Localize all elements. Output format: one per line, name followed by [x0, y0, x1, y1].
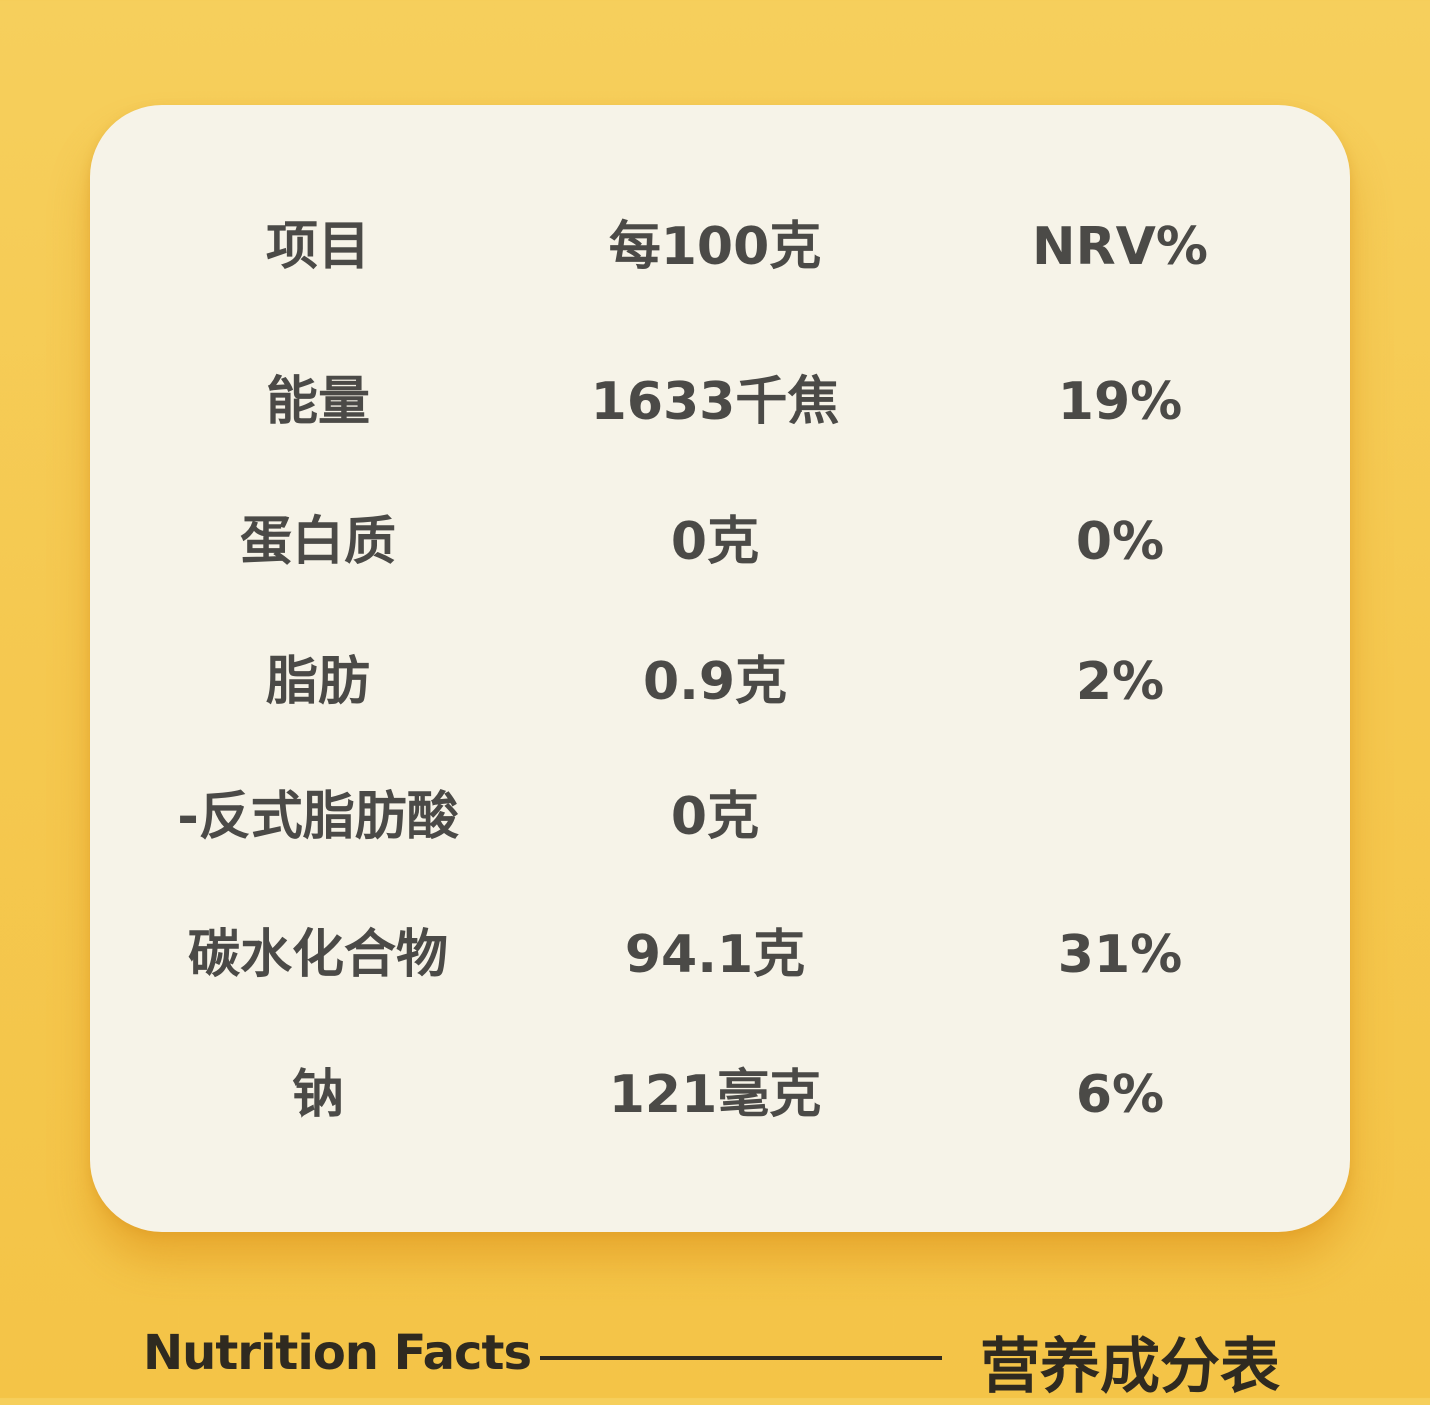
- table-row: -反式脂肪酸 0克: [90, 777, 1350, 857]
- footer-english-title: Nutrition Facts: [143, 1325, 532, 1381]
- nrv-value: 19%: [1057, 372, 1183, 432]
- nutrient-name: 碳水化合物: [187, 925, 449, 985]
- table-row: 钠 121毫克 6%: [90, 1055, 1350, 1135]
- per-100g-value: 0.9克: [642, 652, 788, 712]
- nutrient-name: 能量: [265, 372, 371, 432]
- per-100g-value: 0克: [670, 787, 760, 847]
- header-per-100g: 每100克: [608, 217, 822, 277]
- nutrient-name: 蛋白质: [239, 512, 397, 572]
- per-100g-value: 0克: [670, 512, 760, 572]
- table-row: 脂肪 0.9克 2%: [90, 642, 1350, 722]
- nrv-value: 6%: [1075, 1065, 1165, 1125]
- header-item: 项目: [265, 217, 371, 277]
- nrv-value: 0%: [1075, 512, 1165, 572]
- nrv-value: 31%: [1057, 925, 1183, 985]
- nutrient-name: 钠: [291, 1065, 345, 1125]
- nrv-value: 2%: [1075, 652, 1165, 712]
- table-row: 能量 1633千焦 19%: [90, 362, 1350, 442]
- header-nrv: NRV%: [1032, 217, 1208, 277]
- per-100g-value: 1633千焦: [590, 372, 840, 432]
- nutrient-name: -反式脂肪酸: [177, 787, 459, 847]
- per-100g-value: 121毫克: [608, 1065, 822, 1125]
- divider-line: [540, 1356, 942, 1360]
- nutrient-name: 脂肪: [265, 652, 371, 712]
- nutrition-table-card: 项目 每100克 NRV% 能量 1633千焦 19% 蛋白质 0克 0% 脂肪 0.9克 2%…: [90, 105, 1350, 1232]
- table-row: 蛋白质 0克 0%: [90, 502, 1350, 582]
- footer-chinese-title: 营养成分表: [980, 1332, 1280, 1402]
- table-row: 碳水化合物 94.1克 31%: [90, 915, 1350, 995]
- per-100g-value: 94.1克: [624, 925, 806, 985]
- table-header-row: 项目 每100克 NRV%: [90, 207, 1350, 287]
